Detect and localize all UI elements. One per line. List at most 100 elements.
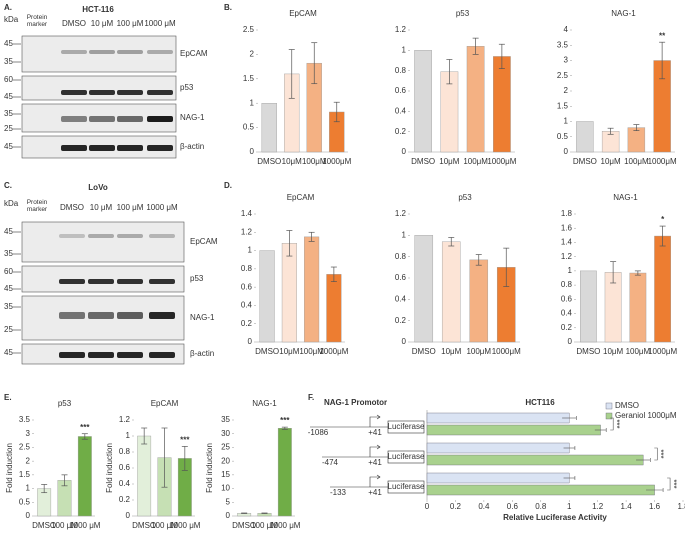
x-tick-label: 100μM xyxy=(302,157,327,166)
x-tick-label: 1000 μM xyxy=(69,521,101,530)
kda-label: 45 xyxy=(4,227,13,236)
y-tick-label: 1.4 xyxy=(241,209,253,218)
significance: *** xyxy=(656,449,665,458)
chart-title: NAG-1 xyxy=(252,399,277,408)
lane-label: 10 μM xyxy=(90,203,113,212)
construct-end: +41 xyxy=(368,458,382,467)
y-tick-label: 1.5 xyxy=(557,101,569,110)
x-tick-label: 0.4 xyxy=(478,502,490,511)
blot-band xyxy=(117,352,143,358)
y-tick-label: 0 xyxy=(126,511,131,520)
x-tick-label: DMSO xyxy=(32,521,56,530)
y-tick-label: 1.2 xyxy=(395,209,407,218)
blot-band xyxy=(61,50,87,54)
bar xyxy=(426,412,570,424)
legend-swatch xyxy=(605,402,613,410)
blot-title: HCT-116 xyxy=(82,5,114,14)
significance: *** xyxy=(280,416,290,425)
y-tick-label: 1 xyxy=(248,246,253,255)
blot-band xyxy=(88,234,114,238)
chart-title: p53 xyxy=(58,399,72,408)
blot-band xyxy=(88,352,114,358)
x-tick-label: 100μM xyxy=(463,157,488,166)
reporter-label: Luciferase xyxy=(388,452,425,461)
x-tick-label: DMSO xyxy=(576,347,600,356)
y-tick-label: 2 xyxy=(26,456,31,465)
blot-band xyxy=(147,90,173,95)
x-tick-label: 1000 μM xyxy=(269,521,301,530)
significance-bracket xyxy=(667,477,671,491)
y-tick-label: 1.2 xyxy=(119,415,131,424)
y-tick-label: 35 xyxy=(221,415,230,424)
bar xyxy=(281,243,297,343)
kda-label: 60 xyxy=(4,267,13,276)
blot-box xyxy=(21,221,185,263)
y-axis-label: Fold induction xyxy=(5,443,14,493)
bar xyxy=(426,472,570,484)
bar xyxy=(469,259,489,343)
panel-label: D. xyxy=(224,181,232,190)
x-tick-label: 1.6 xyxy=(649,502,661,511)
protein-label: p53 xyxy=(180,83,194,92)
x-tick-label: DMSO xyxy=(232,521,256,530)
lane-label: 100 μM xyxy=(117,19,144,28)
x-tick-label: 100μM xyxy=(466,347,491,356)
blot-band xyxy=(61,116,87,122)
y-tick-label: 1.5 xyxy=(19,470,31,479)
blot-band xyxy=(117,116,143,122)
y-tick-label: 0.6 xyxy=(395,86,407,95)
y-tick-label: 0 xyxy=(402,337,407,346)
y-tick-label: 0.4 xyxy=(561,309,573,318)
construct-end: +41 xyxy=(368,428,382,437)
y-tick-label: 0.6 xyxy=(119,463,131,472)
construct-start: -1086 xyxy=(308,428,329,437)
reporter-label: Luciferase xyxy=(388,482,425,491)
y-tick-label: 1 xyxy=(568,266,573,275)
protein-label: β-actin xyxy=(190,349,214,358)
legend-swatch xyxy=(605,412,613,420)
x-tick-label: 100μM xyxy=(624,157,649,166)
blot-band xyxy=(117,145,143,151)
y-tick-label: 0 xyxy=(226,511,231,520)
x-axis-label: Relative Luciferase Activity xyxy=(503,513,607,522)
chart-title: EpCAM xyxy=(287,193,315,202)
blot-band xyxy=(149,279,175,284)
lane-label: DMSO xyxy=(60,203,84,212)
blot-band xyxy=(59,312,85,319)
y-tick-label: 3 xyxy=(564,56,569,65)
significance: *** xyxy=(612,419,621,428)
blot-band xyxy=(117,50,143,54)
blot-band xyxy=(89,90,115,95)
significance-bracket xyxy=(610,417,614,431)
bar xyxy=(137,435,152,517)
tss-arrow xyxy=(369,474,381,487)
x-tick-label: DMSO xyxy=(412,347,436,356)
chart-title: p53 xyxy=(458,193,472,202)
significance: ** xyxy=(659,31,666,40)
panel-label: E. xyxy=(4,393,12,402)
chart-title: NAG-1 xyxy=(613,193,638,202)
y-tick-label: 25 xyxy=(221,443,230,452)
y-tick-label: 0.6 xyxy=(241,282,253,291)
y-tick-label: 5 xyxy=(226,497,231,506)
bar xyxy=(466,46,485,153)
reporter-label: Luciferase xyxy=(388,422,425,431)
blot-band xyxy=(89,145,115,151)
x-tick-label: 100μM xyxy=(299,347,324,356)
x-tick-label: DMSO xyxy=(411,157,435,166)
y-tick-label: 0.5 xyxy=(557,132,569,141)
kda-label: 45 xyxy=(4,284,13,293)
bar xyxy=(259,250,275,343)
bar xyxy=(426,442,570,454)
x-tick-label: 1.8 xyxy=(677,502,685,511)
chart-title: HCT116 xyxy=(525,398,555,407)
kda-label: 45 xyxy=(4,142,13,151)
blot-title: LoVo xyxy=(88,183,108,192)
x-tick-label: 0.6 xyxy=(507,502,519,511)
marker-label: Protein marker xyxy=(26,199,48,213)
x-tick-label: 1000 μM xyxy=(169,521,201,530)
y-tick-label: 2.5 xyxy=(557,71,569,80)
y-tick-label: 0.2 xyxy=(241,319,253,328)
blot-band xyxy=(147,116,173,122)
